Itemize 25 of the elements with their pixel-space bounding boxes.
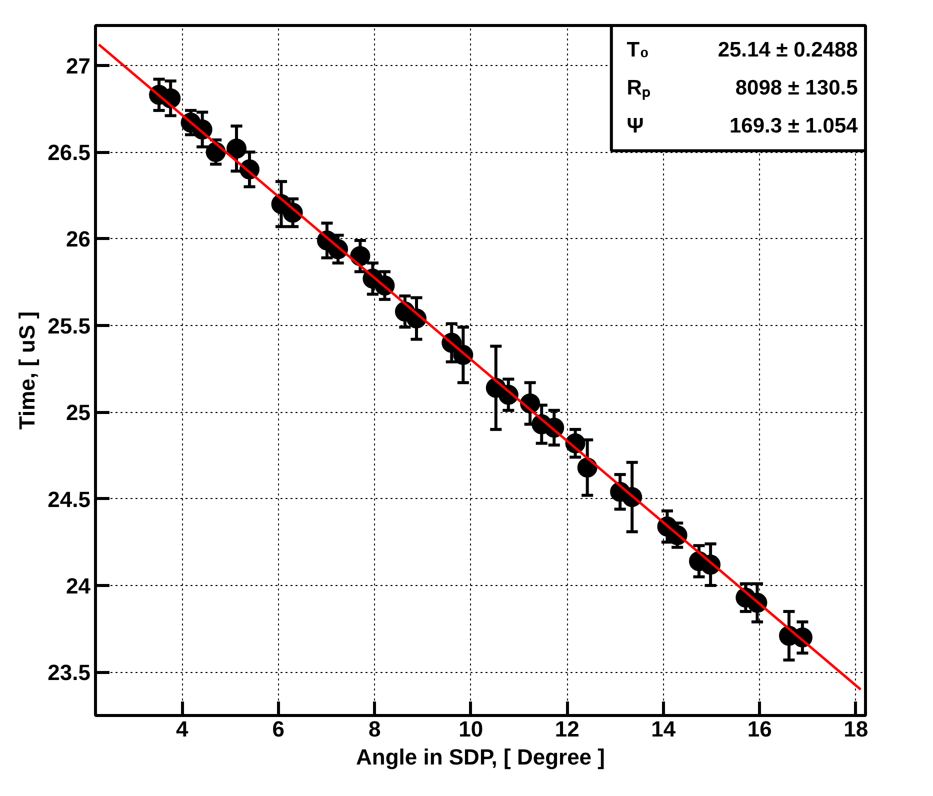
point: [226, 138, 247, 159]
y-tick-label: 26.5: [48, 140, 91, 166]
y-axis-title: Time, [ uS ]: [14, 311, 40, 430]
x-tick-label: 18: [844, 716, 868, 742]
x-tick-label: 12: [554, 716, 580, 742]
annotation: 25.14 ± 0.2488: [718, 38, 858, 62]
y-tick-label: 26: [66, 226, 91, 252]
x-axis-title: Angle in SDP, [ Degree ]: [356, 744, 605, 770]
x-tick-label: 14: [651, 716, 676, 742]
annotation: 8098 ± 130.5: [735, 76, 858, 100]
x-tick-label: 6: [272, 716, 285, 742]
y-tick-label: 24.5: [48, 486, 91, 512]
y-tick-label: 24: [66, 573, 92, 598]
annotation: 169.3 ± 1.054: [730, 114, 858, 138]
y-tick-label: 23.5: [48, 660, 91, 686]
x-tick-label: 4: [176, 716, 190, 742]
x-tick-label: 16: [747, 716, 772, 742]
y-tick-label: 25.5: [48, 313, 91, 338]
annotation: T₀: [626, 38, 650, 62]
annotation: Rₚ: [626, 76, 651, 101]
x-tick-label: 8: [368, 716, 381, 742]
annotation: Ψ: [626, 114, 644, 138]
y-tick-label: 25: [66, 400, 91, 426]
x-tick-label: 10: [458, 716, 484, 742]
y-tick-label: 27: [66, 53, 91, 78]
